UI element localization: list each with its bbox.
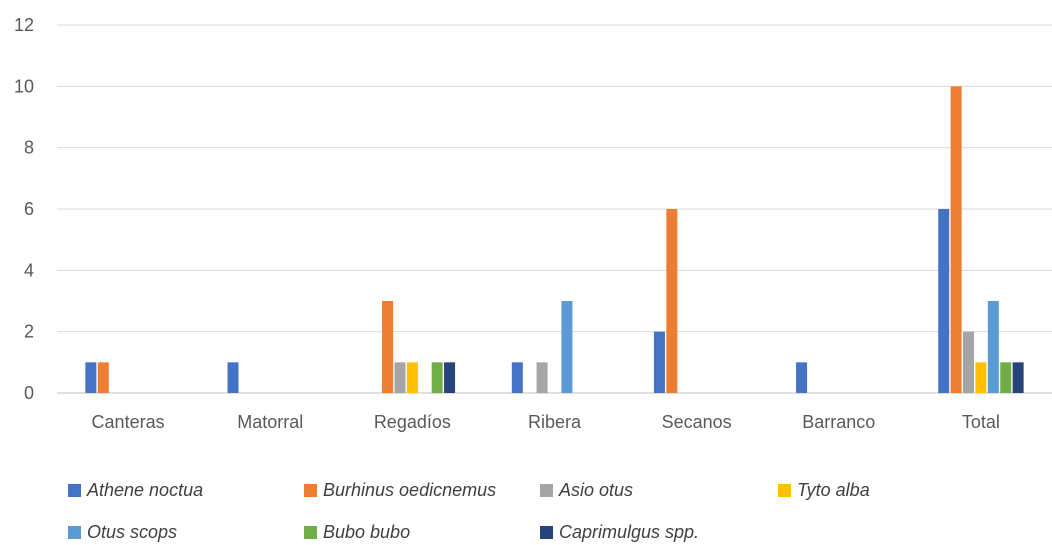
bar <box>382 301 394 393</box>
bar <box>227 362 239 393</box>
y-tick-label: 0 <box>24 383 34 403</box>
bar <box>511 362 523 393</box>
bar <box>431 362 443 393</box>
x-axis-categories: Canteras Matorral Regadíos Ribera Secanos Bar… <box>92 412 1000 432</box>
bar <box>394 362 406 393</box>
bar <box>666 209 678 393</box>
bar <box>975 362 987 393</box>
bar <box>1012 362 1024 393</box>
x-category-label: Matorral <box>237 412 303 432</box>
y-tick-label: 12 <box>14 15 34 35</box>
bar <box>938 209 950 393</box>
bars <box>85 86 1024 393</box>
bar <box>950 86 962 393</box>
bar <box>653 331 665 393</box>
bar <box>536 362 548 393</box>
gridlines <box>57 24 1052 394</box>
bar <box>97 362 109 393</box>
y-tick-label: 10 <box>14 76 34 96</box>
bar <box>963 331 975 393</box>
y-axis-ticks: 0 2 4 6 8 10 12 <box>14 15 34 403</box>
y-tick-label: 4 <box>24 260 34 280</box>
y-tick-label: 8 <box>24 138 34 158</box>
x-category-label: Total <box>962 412 1000 432</box>
bar <box>406 362 418 393</box>
bar <box>444 362 456 393</box>
y-tick-label: 6 <box>24 199 34 219</box>
bar <box>987 301 999 393</box>
bar <box>1000 362 1012 393</box>
bar <box>85 362 97 393</box>
x-category-label: Barranco <box>802 412 875 432</box>
x-category-label: Canteras <box>92 412 165 432</box>
x-category-label: Secanos <box>662 412 732 432</box>
x-category-label: Regadíos <box>374 412 451 432</box>
bar <box>796 362 808 393</box>
y-tick-label: 2 <box>24 322 34 342</box>
x-category-label: Ribera <box>528 412 582 432</box>
bar <box>561 301 573 393</box>
